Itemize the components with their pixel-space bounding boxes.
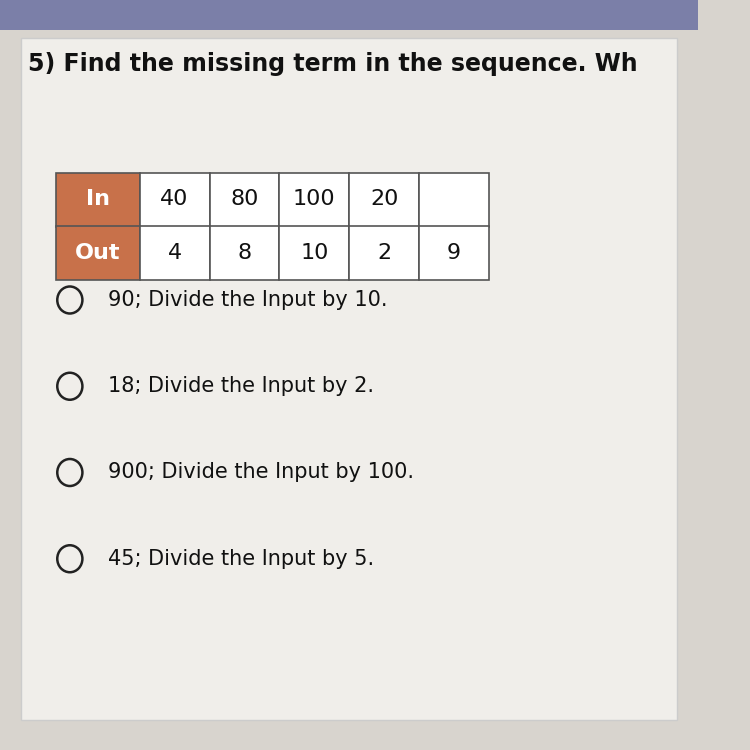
FancyBboxPatch shape [21, 38, 677, 720]
Bar [350, 226, 419, 280]
Text: 9: 9 [447, 244, 461, 263]
Bar [56, 226, 140, 280]
Text: 8: 8 [237, 244, 251, 263]
Bar [419, 172, 489, 226]
Text: 20: 20 [370, 190, 398, 209]
FancyBboxPatch shape [0, 0, 698, 30]
Bar [209, 226, 279, 280]
Bar [209, 172, 279, 226]
Text: 40: 40 [160, 190, 189, 209]
Text: 900; Divide the Input by 100.: 900; Divide the Input by 100. [108, 463, 414, 482]
Text: 5) Find the missing term in the sequence. Wh: 5) Find the missing term in the sequence… [28, 53, 638, 76]
Text: 90; Divide the Input by 10.: 90; Divide the Input by 10. [108, 290, 388, 310]
Text: In: In [86, 190, 109, 209]
Text: 2: 2 [377, 244, 392, 263]
Bar [140, 172, 209, 226]
Bar [279, 172, 350, 226]
Text: Out: Out [75, 244, 121, 263]
Bar [279, 226, 350, 280]
Text: 45; Divide the Input by 5.: 45; Divide the Input by 5. [108, 549, 374, 568]
Bar [350, 172, 419, 226]
Text: 18; Divide the Input by 2.: 18; Divide the Input by 2. [108, 376, 374, 396]
Text: 4: 4 [167, 244, 182, 263]
Bar [56, 172, 140, 226]
Bar [419, 226, 489, 280]
Text: 80: 80 [230, 190, 259, 209]
Text: 100: 100 [293, 190, 335, 209]
Bar [140, 226, 209, 280]
Text: 10: 10 [300, 244, 328, 263]
